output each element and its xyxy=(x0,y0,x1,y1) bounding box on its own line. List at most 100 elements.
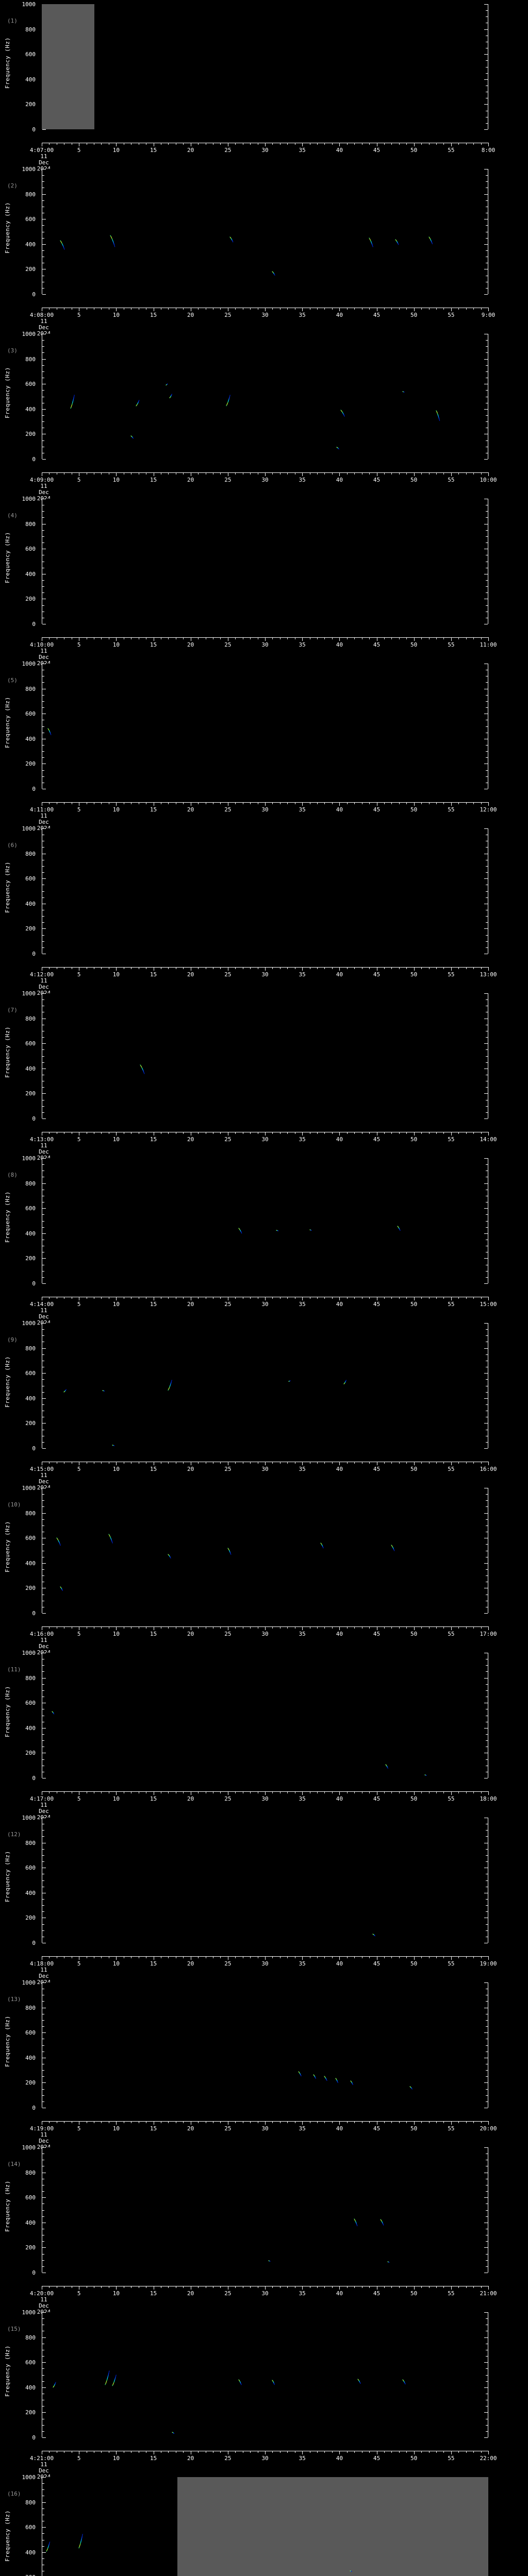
whistler-trace xyxy=(111,1444,116,1447)
x-tick-major xyxy=(414,1956,415,1960)
x-tick-minor xyxy=(473,143,474,145)
y-tick-minor xyxy=(42,1740,44,1741)
x-tick-major xyxy=(414,1791,415,1795)
x-tick-minor xyxy=(272,1462,273,1464)
x-tick-major xyxy=(451,967,452,971)
whistler-trace xyxy=(267,2259,272,2263)
x-tick-minor xyxy=(324,472,325,474)
x-tick-label: 20 xyxy=(187,477,194,483)
panel-index-label: (6) xyxy=(7,842,18,849)
x-tick-minor xyxy=(183,143,184,145)
plot-area xyxy=(42,4,488,129)
x-tick-minor xyxy=(183,1297,184,1299)
y-tick-minor xyxy=(42,2368,44,2369)
plot-area xyxy=(42,2312,488,2437)
y-tick-minor-right xyxy=(486,1849,488,1850)
x-tick-label-end: 13:00 xyxy=(480,971,497,978)
x-tick-minor xyxy=(317,967,318,969)
y-tick-minor xyxy=(42,1106,44,1107)
x-tick-label: 55 xyxy=(448,2125,455,2132)
x-tick-label: 10 xyxy=(112,1631,120,1637)
x-axis-line xyxy=(42,802,489,806)
x-tick-major xyxy=(116,637,117,641)
x-tick-label: 45 xyxy=(373,1960,381,1967)
x-tick-label: 50 xyxy=(410,1466,418,1472)
x-tick-minor xyxy=(466,2451,467,2453)
spectrogram-panel: 0 200 400 600 800 1000 Frequency (Hz) (8) 4:14:0… xyxy=(0,1155,528,1326)
whistler-trace xyxy=(427,235,434,245)
y-tick-minor xyxy=(42,1062,44,1063)
x-tick-label: 30 xyxy=(261,2290,269,2297)
x-tick-minor xyxy=(466,967,467,969)
x-tick-minor xyxy=(235,308,236,310)
x-tick-major xyxy=(451,1132,452,1136)
x-tick-minor xyxy=(168,2121,169,2123)
x-tick-label: 10 xyxy=(112,147,120,154)
x-tick-minor xyxy=(49,2121,50,2123)
y-tick-major-right xyxy=(484,104,488,105)
x-tick-label: 15 xyxy=(150,1136,157,1143)
x-tick-minor xyxy=(220,2286,221,2288)
x-tick-minor xyxy=(168,308,169,310)
y-tick-minor xyxy=(42,2356,44,2357)
y-tick-minor xyxy=(42,1354,44,1355)
y-tick-label: 400 xyxy=(25,736,36,742)
x-tick-major xyxy=(116,2121,117,2125)
x-tick-label: 30 xyxy=(261,1960,269,1967)
x-tick-minor xyxy=(287,143,288,145)
x-tick-minor xyxy=(436,472,437,474)
x-tick-minor xyxy=(101,1956,102,1958)
x-tick-minor xyxy=(324,1956,325,1958)
y-tick-minor-right xyxy=(486,200,488,201)
x-tick-label: 45 xyxy=(373,1466,381,1472)
x-tick-major xyxy=(302,1791,303,1795)
x-tick-minor xyxy=(458,1956,459,1958)
x-tick-label: 55 xyxy=(448,1960,455,1967)
x-axis-date-line: Dec xyxy=(39,1808,49,1815)
y-tick-major-right xyxy=(484,1513,488,1514)
x-tick-minor xyxy=(406,1132,407,1134)
y-tick-minor xyxy=(42,1665,44,1666)
whistler-trace xyxy=(164,382,169,386)
x-tick-major xyxy=(451,2286,452,2290)
spectrogram-panel: 0 200 400 600 800 1000 Frequency (Hz) (3) 4:09:0… xyxy=(0,331,528,502)
x-tick-minor xyxy=(406,967,407,969)
y-tick-major-right xyxy=(484,29,488,30)
x-tick-minor xyxy=(421,2121,422,2123)
y-tick-minor-right xyxy=(486,776,488,777)
x-tick-major xyxy=(302,1297,303,1300)
x-tick-minor xyxy=(391,2286,392,2288)
y-tick-major-right xyxy=(484,194,488,195)
x-tick-major xyxy=(339,637,340,641)
x-tick-minor xyxy=(436,1132,437,1134)
y-tick-label: 400 xyxy=(25,2549,36,2556)
x-tick-minor xyxy=(287,1956,288,1958)
x-tick-minor xyxy=(324,308,325,310)
y-tick-minor-right xyxy=(486,592,488,593)
y-tick-label: 200 xyxy=(25,1585,36,1591)
y-tick-major-right xyxy=(484,1043,488,1044)
x-axis-date-line: 11 xyxy=(40,1142,47,1149)
y-tick-minor xyxy=(42,440,44,441)
x-tick-label: 25 xyxy=(224,641,232,648)
x-tick-label: 20 xyxy=(187,1795,194,1802)
x-tick-minor xyxy=(481,637,482,639)
x-tick-minor xyxy=(391,1626,392,1629)
y-tick-label: 0 xyxy=(32,1115,36,1122)
x-tick-label-start: 4:19:00 xyxy=(29,2125,54,2132)
x-tick-minor xyxy=(421,1626,422,1629)
x-tick-label: 35 xyxy=(299,147,306,154)
x-tick-minor xyxy=(324,1791,325,1793)
x-tick-major xyxy=(488,308,489,311)
x-tick-minor xyxy=(198,308,199,310)
y-tick-major xyxy=(42,878,46,879)
y-tick-minor-right xyxy=(486,2381,488,2382)
x-tick-label-end: 19:00 xyxy=(480,1960,497,1967)
x-tick-minor xyxy=(287,967,288,969)
x-tick-minor xyxy=(317,308,318,310)
y-tick-minor-right xyxy=(486,1544,488,1545)
y-tick-minor-right xyxy=(486,1271,488,1272)
x-tick-minor xyxy=(287,802,288,804)
y-tick-label: 1000 xyxy=(22,1155,36,1162)
